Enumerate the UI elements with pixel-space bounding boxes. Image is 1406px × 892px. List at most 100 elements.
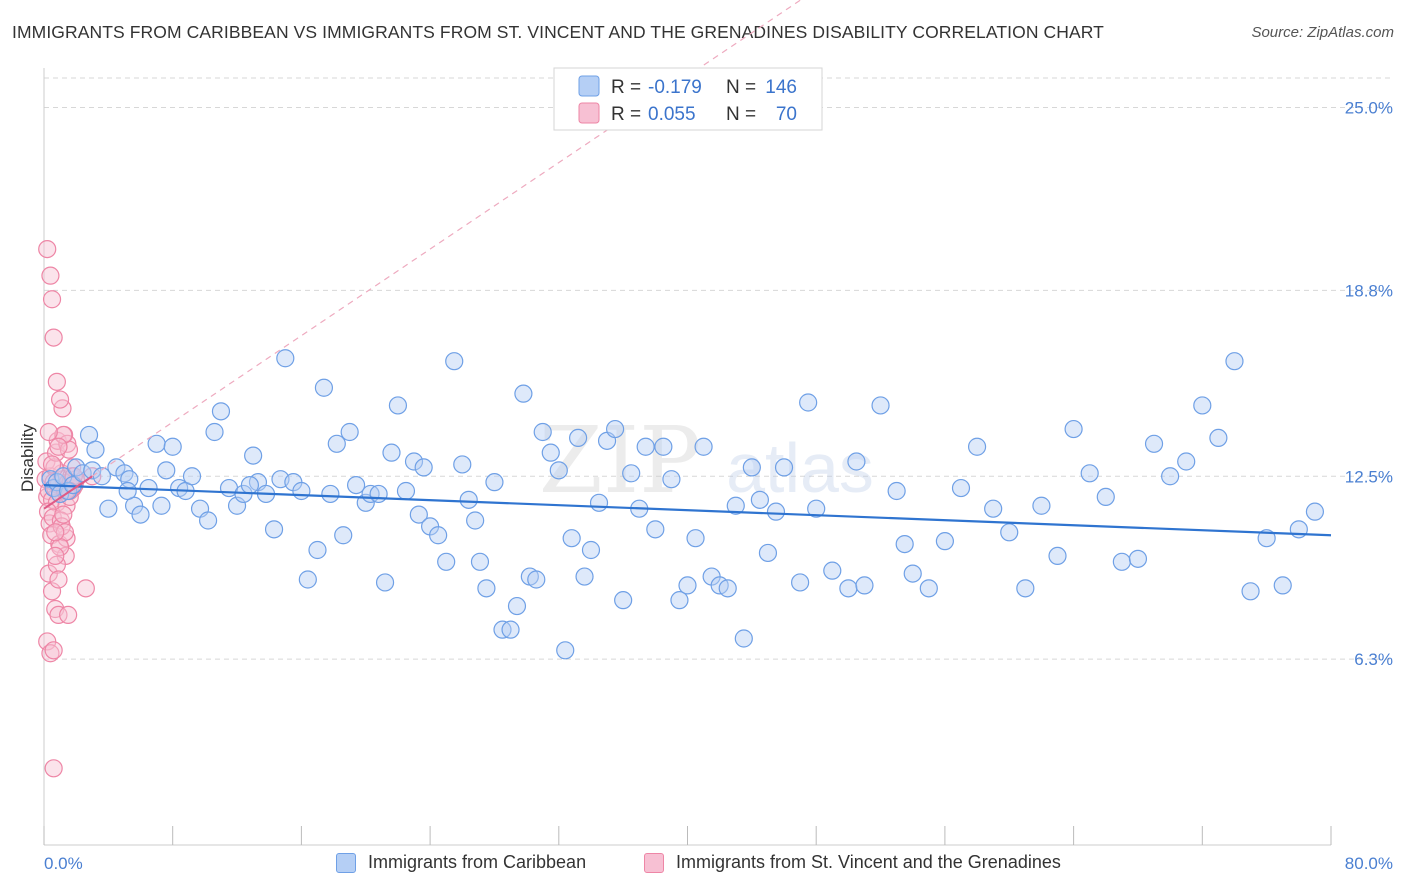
blue-data-point	[670, 591, 689, 610]
blue-data-point	[839, 579, 858, 598]
blue-data-point	[437, 552, 456, 571]
blue-data-point	[967, 437, 987, 456]
blue-data-point	[182, 467, 202, 486]
blue-data-point	[1048, 546, 1067, 566]
blue-data-point	[562, 529, 581, 548]
blue-data-point	[589, 493, 609, 512]
pink-data-point	[49, 605, 68, 625]
source-label: Source: ZipAtlas.com	[1251, 24, 1394, 41]
blue-data-point	[477, 579, 496, 598]
blue-data-point	[581, 540, 601, 560]
blue-data-point	[99, 499, 118, 518]
blue-data-point	[276, 349, 295, 368]
blue-data-point	[855, 576, 874, 595]
blue-data-point	[614, 591, 633, 610]
blue-data-point	[264, 520, 284, 539]
pink-data-point	[41, 644, 60, 663]
pink-data-point	[42, 582, 62, 601]
blue-data-point	[646, 520, 665, 539]
blue-data-point	[404, 452, 424, 471]
blue-data-point	[1016, 579, 1035, 598]
pink-data-point	[49, 570, 68, 589]
pink-data-point	[42, 290, 62, 309]
blue-data-point	[726, 496, 745, 515]
blue-data-point	[791, 573, 810, 592]
pink-data-point	[54, 425, 73, 445]
watermark-atlas: atlas	[726, 429, 874, 507]
blue-data-point	[951, 478, 971, 498]
pink-data-point	[59, 605, 78, 625]
legend-swatch-pink	[578, 102, 600, 124]
blue-data-point	[766, 502, 786, 521]
watermark: ZIP atlas	[539, 407, 874, 514]
blue-data-point	[1080, 464, 1099, 483]
blue-data-point	[346, 476, 366, 495]
blue-data-point	[750, 490, 769, 509]
y-axis-label: Disability	[18, 423, 37, 492]
blue-data-point	[244, 446, 263, 465]
legend-swatch-blue	[578, 75, 600, 97]
watermark-zip: ZIP	[539, 407, 701, 514]
pink-data-point	[50, 390, 70, 409]
blue-data-point	[694, 437, 713, 456]
y-tick-label: 18.8%	[1345, 281, 1393, 300]
blue-data-point	[895, 534, 914, 554]
blue-data-point	[622, 464, 641, 483]
blue-data-point	[314, 378, 334, 397]
legend-r-value-pink: 0.055	[648, 104, 696, 125]
blue-data-point	[654, 437, 673, 456]
blue-data-point	[115, 464, 134, 483]
blue-data-point	[152, 496, 171, 515]
blue-data-point	[198, 511, 218, 530]
blue-data-point	[1225, 352, 1244, 371]
pink-trend-extension	[91, 0, 802, 477]
blue-data-point	[501, 620, 520, 639]
blue-data-point	[606, 419, 625, 439]
pink-data-point	[44, 328, 63, 347]
blue-data-point	[556, 641, 575, 660]
pink-data-point	[39, 422, 58, 442]
blue-data-point	[1241, 582, 1260, 601]
pink-data-point	[55, 523, 75, 542]
blue-data-point	[382, 443, 401, 462]
blue-data-point	[678, 576, 697, 595]
blue-data-point	[1096, 487, 1115, 506]
blue-data-point	[298, 570, 317, 589]
x-tick-label: 0.0%	[44, 854, 83, 873]
blue-data-point	[369, 484, 388, 504]
legend-r-value-blue: -0.179	[648, 77, 702, 98]
blue-data-point	[1273, 576, 1292, 595]
blue-data-point	[718, 579, 737, 598]
legend-item-st-vincent: Immigrants from St. Vincent and the Gren…	[644, 852, 1061, 873]
y-tick-label: 12.5%	[1345, 467, 1393, 486]
tick-labels: 6.3% 12.5% 18.8% 25.0% 0.0% 80.0%	[44, 99, 1393, 874]
blue-data-point	[240, 476, 260, 495]
blue-data-point	[340, 422, 359, 442]
legend-swatch-caribbean	[336, 852, 356, 873]
blue-data-point	[327, 434, 346, 453]
legend-swatch-st-vincent	[644, 852, 664, 873]
pink-trend-line	[43, 475, 93, 510]
blue-data-point	[541, 443, 560, 462]
blue-data-point	[636, 437, 655, 456]
blue-data-point	[758, 543, 778, 563]
blue-data-point	[935, 532, 955, 551]
pink-series-points	[36, 240, 102, 778]
blue-data-point	[1161, 467, 1180, 486]
blue-data-point	[1128, 549, 1148, 568]
pink-data-point	[50, 537, 70, 557]
blue-data-point	[569, 428, 588, 447]
blue-data-point	[807, 499, 826, 518]
blue-data-point	[409, 505, 428, 524]
legend-n-value-blue: 146	[765, 77, 797, 98]
blue-data-point	[292, 481, 311, 501]
blue-data-point	[147, 434, 166, 453]
blue-data-point	[823, 561, 842, 580]
blue-data-point	[549, 461, 568, 480]
y-tick-label: 25.0%	[1345, 99, 1393, 118]
blue-data-point	[734, 629, 753, 648]
blue-data-point	[1112, 552, 1131, 571]
blue-data-point	[1032, 496, 1051, 515]
blue-data-point	[507, 596, 527, 616]
